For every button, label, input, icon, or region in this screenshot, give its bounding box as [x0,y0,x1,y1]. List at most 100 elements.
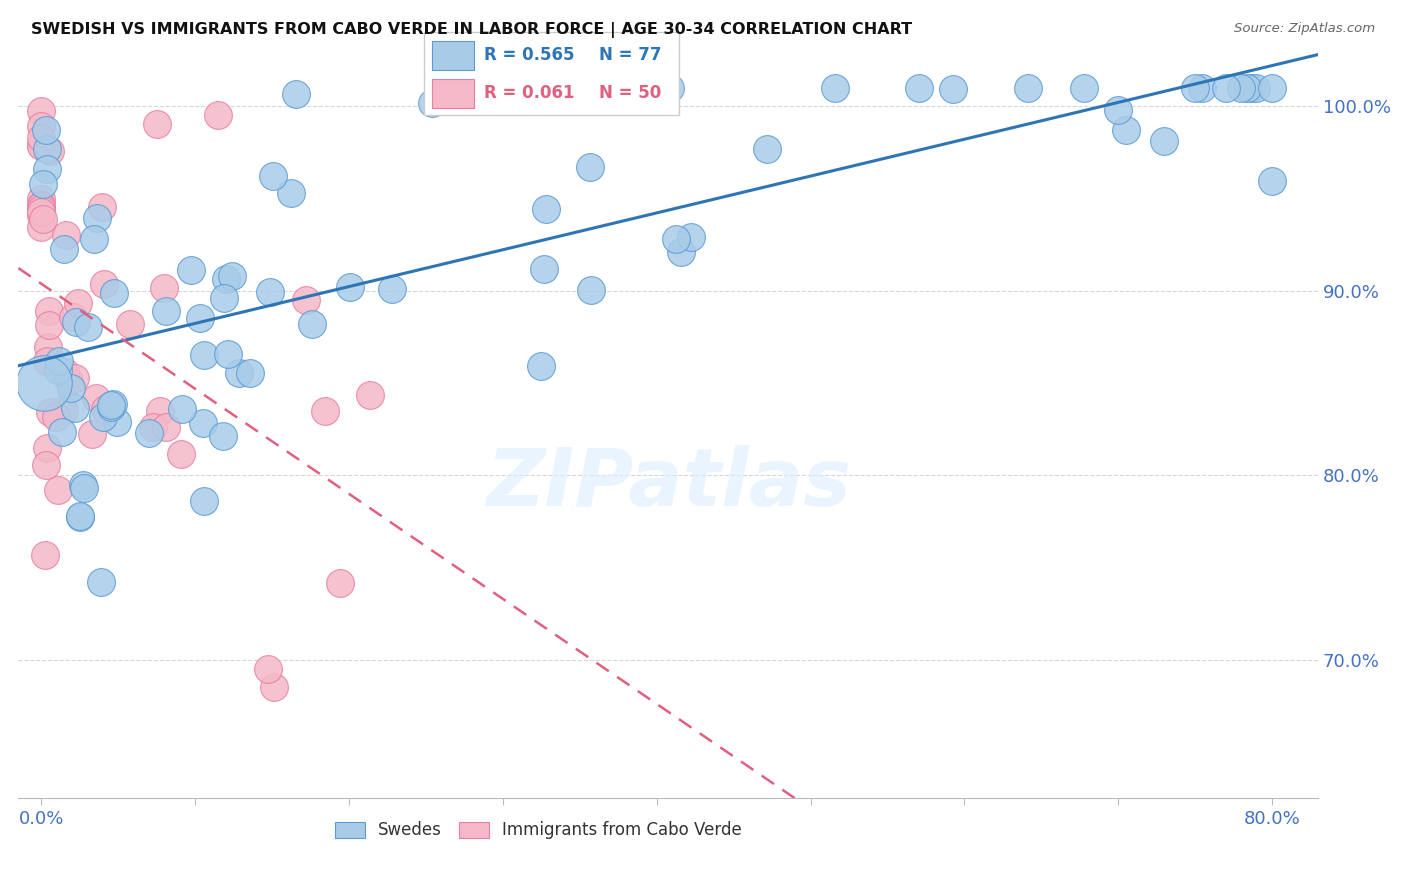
Point [1017,80,1039,95]
FancyBboxPatch shape [432,78,474,108]
Point [53,365,76,379]
Point [72,478,94,492]
Point [295,293,318,308]
Point [101,397,124,411]
Point [37,441,59,455]
Point [63,401,86,415]
Point [328,576,350,591]
Point [37,142,59,156]
Point [76,319,98,334]
Point [301,317,323,331]
Point [55,228,77,243]
Point [942,82,965,96]
Point [30,119,52,133]
Point [529,89,551,103]
Point [908,80,931,95]
Point [46,362,69,376]
Point [665,232,688,246]
Point [59,381,82,395]
Point [30,103,52,118]
Point [52,403,75,417]
Point [153,281,176,295]
Point [533,262,555,277]
Point [180,263,202,277]
Text: N = 50: N = 50 [599,84,661,102]
Point [155,304,177,318]
Point [262,169,284,183]
Point [30,198,52,212]
Text: SWEDISH VS IMMIGRANTS FROM CABO VERDE IN LABOR FORCE | AGE 30-34 CORRELATION CHA: SWEDISH VS IMMIGRANTS FROM CABO VERDE IN… [31,22,912,38]
Point [32,177,55,191]
Point [263,681,285,695]
Point [756,142,779,156]
Point [82,426,104,441]
Point [215,271,238,285]
Point [529,359,551,374]
Point [39,144,62,158]
Point [1240,80,1263,95]
Legend: Swedes, Immigrants from Cabo Verde: Swedes, Immigrants from Cabo Verde [328,814,748,846]
Point [207,107,229,121]
Point [170,448,193,462]
Text: R = 0.565: R = 0.565 [484,46,575,64]
Point [1244,80,1267,95]
FancyBboxPatch shape [432,40,474,70]
Point [259,285,281,300]
Point [69,508,91,523]
Point [659,80,682,95]
Text: Source: ZipAtlas.com: Source: ZipAtlas.com [1234,22,1375,36]
Point [52,242,75,256]
Point [193,348,215,362]
Point [284,87,307,101]
Point [90,200,112,214]
Point [211,428,233,442]
Point [30,205,52,219]
Text: R = 0.061: R = 0.061 [484,84,575,102]
Point [83,232,105,246]
Point [149,404,172,418]
Point [1153,134,1175,148]
Point [191,416,214,430]
Point [30,131,52,145]
Point [1107,103,1129,117]
Point [30,202,52,216]
Point [100,398,122,412]
Point [120,317,142,331]
Point [35,162,58,177]
Point [34,376,56,390]
Point [84,391,107,405]
Point [1191,80,1213,95]
Point [1230,80,1253,95]
Point [188,310,211,325]
Point [103,286,125,301]
Point [100,400,122,414]
Point [62,310,84,324]
Point [579,283,602,297]
Point [38,318,60,333]
Point [824,80,846,95]
Point [534,202,557,216]
Text: ZIPatlas: ZIPatlas [485,445,851,524]
Point [30,192,52,206]
Point [359,388,381,402]
Point [212,291,235,305]
Point [37,340,59,354]
Point [58,375,80,389]
Point [579,160,602,174]
Point [45,409,67,424]
Text: N = 77: N = 77 [599,46,661,64]
Point [138,425,160,440]
Point [93,277,115,291]
Point [1184,80,1206,95]
Point [630,93,652,107]
Point [39,405,62,419]
Point [256,662,278,676]
Point [339,279,361,293]
Point [155,420,177,434]
Point [228,366,250,380]
Point [1261,80,1284,95]
Point [239,366,262,380]
Point [1115,123,1137,137]
Point [67,296,90,310]
FancyBboxPatch shape [425,32,679,115]
